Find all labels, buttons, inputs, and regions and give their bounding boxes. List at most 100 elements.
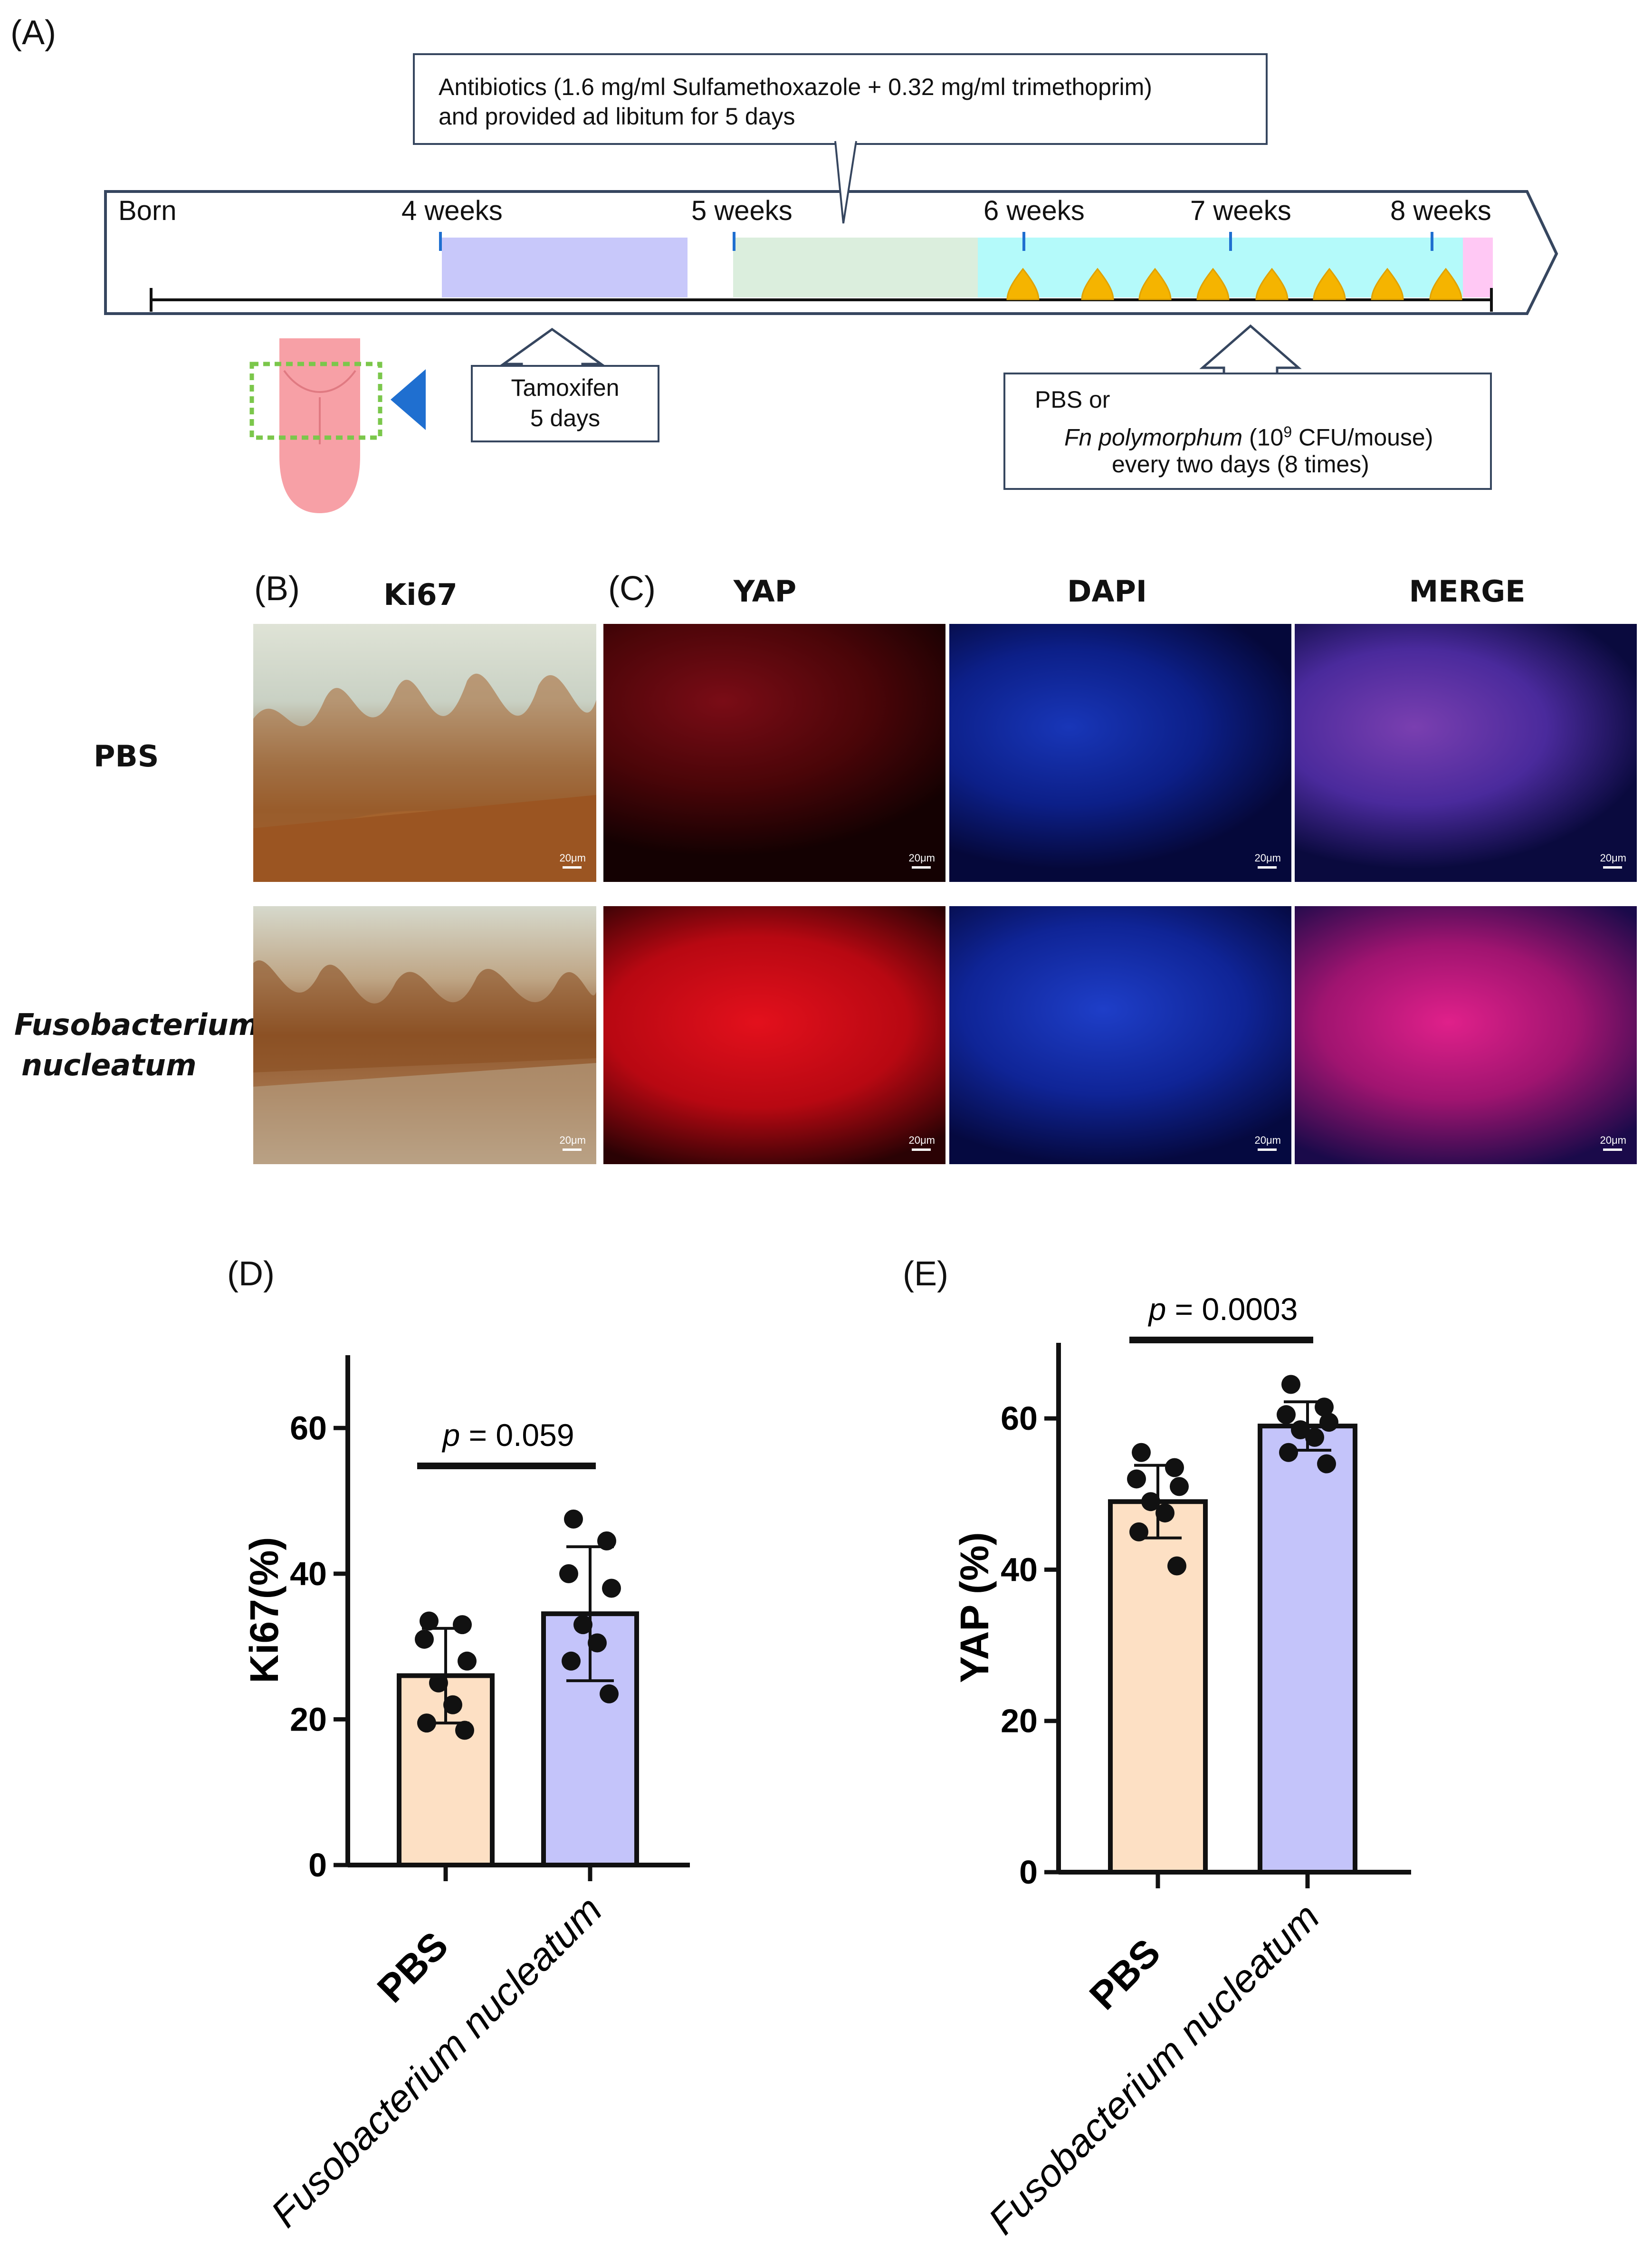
ki67-category-label: PBS xyxy=(369,1923,457,2011)
treatment-dose-pre: (10 xyxy=(1242,424,1284,451)
yap-data-point xyxy=(1277,1405,1296,1425)
ki67-data-point xyxy=(559,1564,578,1583)
row-header-fn-line-2: nucleatum xyxy=(21,1048,197,1082)
panel-label-b: (B) xyxy=(254,570,300,608)
panel-label-c: (C) xyxy=(608,570,656,608)
injection-marker xyxy=(1006,268,1040,300)
scale-label: 20μm xyxy=(1255,1134,1281,1151)
yap-p-value: p = 0.0003 xyxy=(1148,1292,1298,1327)
injection-marker xyxy=(1313,268,1346,300)
yap-data-point xyxy=(1165,1458,1184,1477)
injection-marker xyxy=(1081,268,1114,300)
ki67-data-point xyxy=(573,1615,592,1635)
yap-data-point xyxy=(1281,1375,1300,1394)
yap-data-point xyxy=(1279,1443,1298,1462)
column-header-dapi: DAPI xyxy=(1067,574,1147,609)
treatment-strain: Fn polymorphum xyxy=(1064,424,1243,451)
micrograph-ki67-pbs: 20μm xyxy=(253,624,596,882)
ki67-data-point xyxy=(597,1531,616,1550)
antibiotics-band xyxy=(733,238,978,297)
treatment-line-3: every two days (8 times) xyxy=(1112,451,1369,478)
micrograph-dapi-pbs: 20μm xyxy=(949,624,1291,882)
born-label: Born xyxy=(118,195,177,226)
yap-y-axis-label: YAP (%) xyxy=(952,1532,997,1683)
column-header-yap: YAP xyxy=(733,574,797,609)
week-6-label: 6 weeks xyxy=(984,195,1085,226)
antibiotics-line-2: and provided ad libitum for 5 days xyxy=(439,103,795,130)
week-5-label: 5 weeks xyxy=(691,195,793,226)
column-header-ki67: Ki67 xyxy=(383,577,458,612)
yap-data-point xyxy=(1155,1503,1175,1523)
ki67-y-axis-label: Ki67(%) xyxy=(242,1537,286,1683)
scale-label: 20μm xyxy=(1600,1134,1626,1151)
ki67-data-point xyxy=(443,1695,462,1714)
region-marker-icon xyxy=(391,369,426,430)
tamoxifen-line-2: 5 days xyxy=(530,405,601,431)
injection-marker xyxy=(1196,268,1230,300)
yap-data-point xyxy=(1132,1443,1151,1462)
panel-label-e: (E) xyxy=(903,1255,948,1293)
yap-data-point xyxy=(1141,1492,1160,1512)
scale-label: 20μm xyxy=(909,852,935,869)
injection-markers xyxy=(1006,268,1462,300)
yap-y-tick-label: 60 xyxy=(1001,1400,1038,1437)
yap-y-tick-label: 20 xyxy=(1001,1703,1038,1740)
yap-category-label: PBS xyxy=(1081,1931,1169,2018)
treatment-line-1: PBS or xyxy=(1035,386,1110,413)
tamoxifen-line-1: Tamoxifen xyxy=(511,374,620,401)
injection-marker xyxy=(1138,268,1172,300)
yap-data-point xyxy=(1129,1522,1148,1541)
ki67-data-point xyxy=(602,1579,621,1598)
ki67-data-point xyxy=(562,1651,581,1671)
panel-label-a: (A) xyxy=(10,14,56,52)
tamoxifen-band xyxy=(442,238,688,297)
ki67-p-number: = 0.059 xyxy=(460,1417,574,1453)
treatment-line-2: Fn polymorphum (109 CFU/mouse) xyxy=(1064,416,1433,453)
yap-data-point xyxy=(1317,1454,1336,1473)
row-header-fn-line-1: Fusobacterium xyxy=(14,1007,259,1042)
scale-label: 20μm xyxy=(560,1134,586,1151)
ki67-data-point xyxy=(453,1615,472,1635)
scale-label: 20μm xyxy=(1255,852,1281,869)
yap-data-point xyxy=(1170,1477,1189,1496)
antibiotics-callout: Antibiotics (1.6 mg/ml Sulfamethoxazole … xyxy=(413,53,1268,145)
row-header-pbs: PBS xyxy=(94,739,159,774)
ki67-p-value: p = 0.059 xyxy=(441,1417,574,1453)
week-8-label: 8 weeks xyxy=(1390,195,1491,226)
yap-p-number: = 0.0003 xyxy=(1166,1292,1298,1327)
end-band xyxy=(1463,238,1493,297)
ki67-data-point xyxy=(600,1684,619,1703)
yap-data-point xyxy=(1305,1427,1324,1447)
treatment-dose-exponent: 9 xyxy=(1283,423,1292,440)
ki67-data-point xyxy=(588,1633,607,1653)
ki67-y-tick-label: 20 xyxy=(290,1701,327,1738)
yap-bar xyxy=(1258,1424,1357,1875)
antibiotics-pointer xyxy=(834,141,857,224)
scale-label: 20μm xyxy=(560,852,586,869)
ki67-data-point xyxy=(415,1629,434,1649)
scale-label: 20μm xyxy=(1600,852,1626,869)
column-header-merge: MERGE xyxy=(1409,574,1526,609)
tongue-region-box xyxy=(249,362,382,440)
yap-data-point xyxy=(1315,1397,1334,1417)
ki67-p-symbol: p xyxy=(441,1417,460,1453)
micrograph-ki67-fn-texture xyxy=(253,960,596,1164)
tamoxifen-box: Tamoxifen 5 days xyxy=(471,365,659,442)
timeline-graphic xyxy=(104,140,1558,513)
micrograph-merge-fn: 20μm xyxy=(1295,906,1637,1164)
ki67-data-point xyxy=(564,1509,583,1529)
ki67-y-tick-label: 0 xyxy=(308,1847,327,1884)
yap-data-point xyxy=(1127,1469,1146,1489)
injection-marker xyxy=(1371,268,1404,300)
ki67-data-point xyxy=(420,1611,439,1631)
micrograph-ki67-fn: 20μm xyxy=(253,906,596,1164)
timeline-arrow-outline xyxy=(104,190,1558,315)
injection-marker xyxy=(1429,268,1462,300)
treatment-dose-post: CFU/mouse) xyxy=(1292,424,1433,451)
yap-data-point xyxy=(1319,1413,1338,1432)
panel-label-d: (D) xyxy=(227,1255,275,1293)
ki67-y-tick-label: 40 xyxy=(290,1555,327,1592)
week-4-label: 4 weeks xyxy=(401,195,503,226)
